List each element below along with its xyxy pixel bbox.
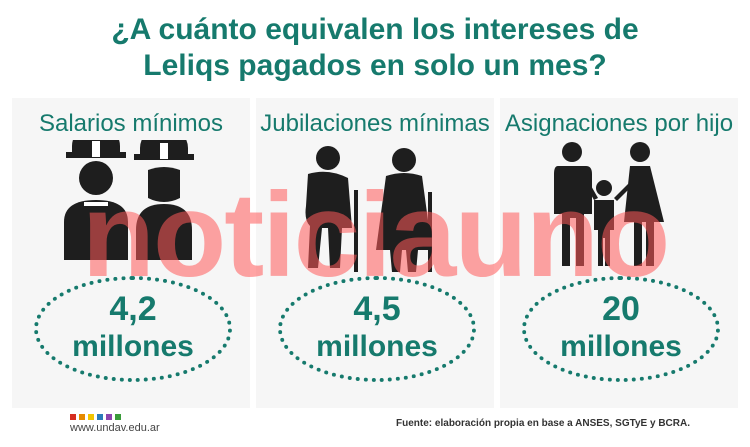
logo-dot [97, 414, 103, 420]
workers-icon [64, 140, 194, 260]
elderly-couple-icon [305, 146, 432, 272]
footer-url[interactable]: www.undav.edu.ar [70, 422, 160, 434]
column-label: Jubilaciones mínimas [260, 110, 490, 137]
value-oval: 4,5 millones [278, 276, 476, 382]
logo-dots [70, 414, 160, 420]
logo-dot [79, 414, 85, 420]
value-unit: millones [316, 330, 438, 363]
value-unit: millones [72, 330, 194, 363]
value-unit: millones [560, 330, 682, 363]
logo-dot [115, 414, 121, 420]
value-oval: 4,2 millones [34, 276, 232, 382]
title-line-1: ¿A cuánto equivalen los intereses de [111, 13, 639, 46]
column-label: Salarios mínimos [38, 110, 224, 137]
column-jubilaciones: Jubilaciones mínimas 4,5 millones [256, 98, 494, 408]
family-icon [554, 142, 664, 266]
source-note: Fuente: elaboración propia en base a ANS… [396, 418, 690, 429]
logo-dot [88, 414, 94, 420]
page-title: ¿A cuánto equivalen los intereses de Lel… [0, 12, 750, 84]
title-line-2: Leliqs pagados en solo un mes? [143, 49, 607, 82]
column-asignaciones: Asignaciones por hijo 20 millones [500, 98, 738, 408]
value-oval: 20 millones [522, 276, 720, 382]
column-label: Asignaciones por hijo [504, 110, 734, 137]
value-number: 4,2 [109, 290, 157, 328]
value-number: 20 [602, 290, 640, 328]
logo-dot [70, 414, 76, 420]
column-salarios: Salarios mínimos 4,2 millones [12, 98, 250, 408]
logo-dot [106, 414, 112, 420]
value-number: 4,5 [353, 290, 401, 328]
undav-logo[interactable]: www.undav.edu.ar [70, 414, 160, 434]
